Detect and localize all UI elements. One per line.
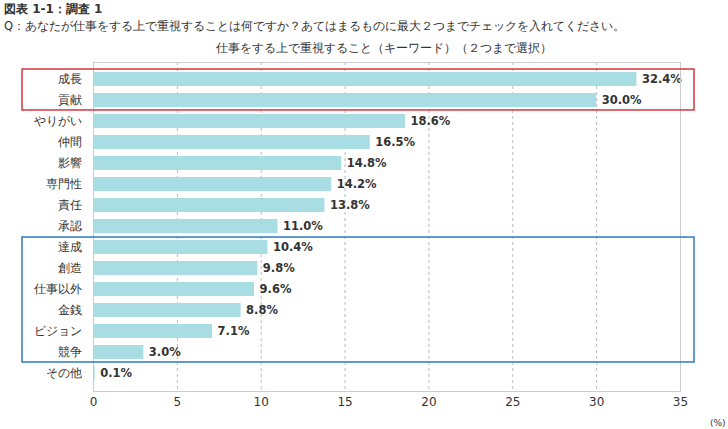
svg-text:30: 30 [589,395,604,409]
svg-text:8.8%: 8.8% [246,303,278,317]
svg-text:7.1%: 7.1% [218,324,250,338]
svg-text:0: 0 [90,395,98,409]
svg-text:仕事以外: 仕事以外 [33,282,82,296]
svg-text:ビジョン: ビジョン [34,324,82,338]
svg-text:専門性: 専門性 [46,177,82,191]
svg-text:14.8%: 14.8% [347,156,387,170]
svg-text:30.0%: 30.0% [602,93,642,107]
svg-text:(%): (%) [710,418,726,428]
svg-text:10.4%: 10.4% [273,240,313,254]
svg-text:15: 15 [337,395,352,409]
svg-text:承認: 承認 [58,219,82,233]
svg-text:競争: 競争 [58,345,82,359]
html-text:Q：あなたが仕事をする上で重視することは何ですか？あてはまる: Q：あなたが仕事をする上で重視することは何ですか？あてはまるものに最大２つまでチ… [4,19,626,33]
svg-text:やりがい: やりがい [34,114,82,128]
svg-text:達成: 達成 [58,240,82,254]
svg-text:11.0%: 11.0% [283,219,323,233]
html-text:図表 1-1：調査 1: 図表 1-1：調査 1 [4,2,103,16]
svg-text:14.2%: 14.2% [337,177,377,191]
svg-text:16.5%: 16.5% [375,135,415,149]
svg-text:貢献: 貢献 [58,93,82,107]
svg-text:35: 35 [673,395,688,409]
svg-text:創造: 創造 [58,261,82,275]
svg-text:25: 25 [505,395,520,409]
svg-text:その他: その他 [46,366,82,380]
svg-text:影響: 影響 [58,156,82,170]
svg-text:0.1%: 0.1% [100,366,132,380]
svg-text:18.6%: 18.6% [410,114,450,128]
svg-text:3.0%: 3.0% [149,345,181,359]
svg-text:成長: 成長 [58,72,82,86]
svg-text:9.8%: 9.8% [263,261,295,275]
svg-text:32.4%: 32.4% [642,72,682,86]
svg-text:5: 5 [174,395,182,409]
svg-text:9.6%: 9.6% [260,282,292,296]
svg-text:責任: 責任 [58,198,82,212]
html-text:仕事をする上で重視すること（キーワード）（２つまで選択）: 仕事をする上で重視すること（キーワード）（２つまで選択） [216,41,552,55]
svg-text:仲間: 仲間 [58,135,82,149]
svg-text:10: 10 [254,395,269,409]
svg-text:金銭: 金銭 [58,303,82,317]
svg-text:13.8%: 13.8% [330,198,370,212]
svg-text:20: 20 [421,395,436,409]
